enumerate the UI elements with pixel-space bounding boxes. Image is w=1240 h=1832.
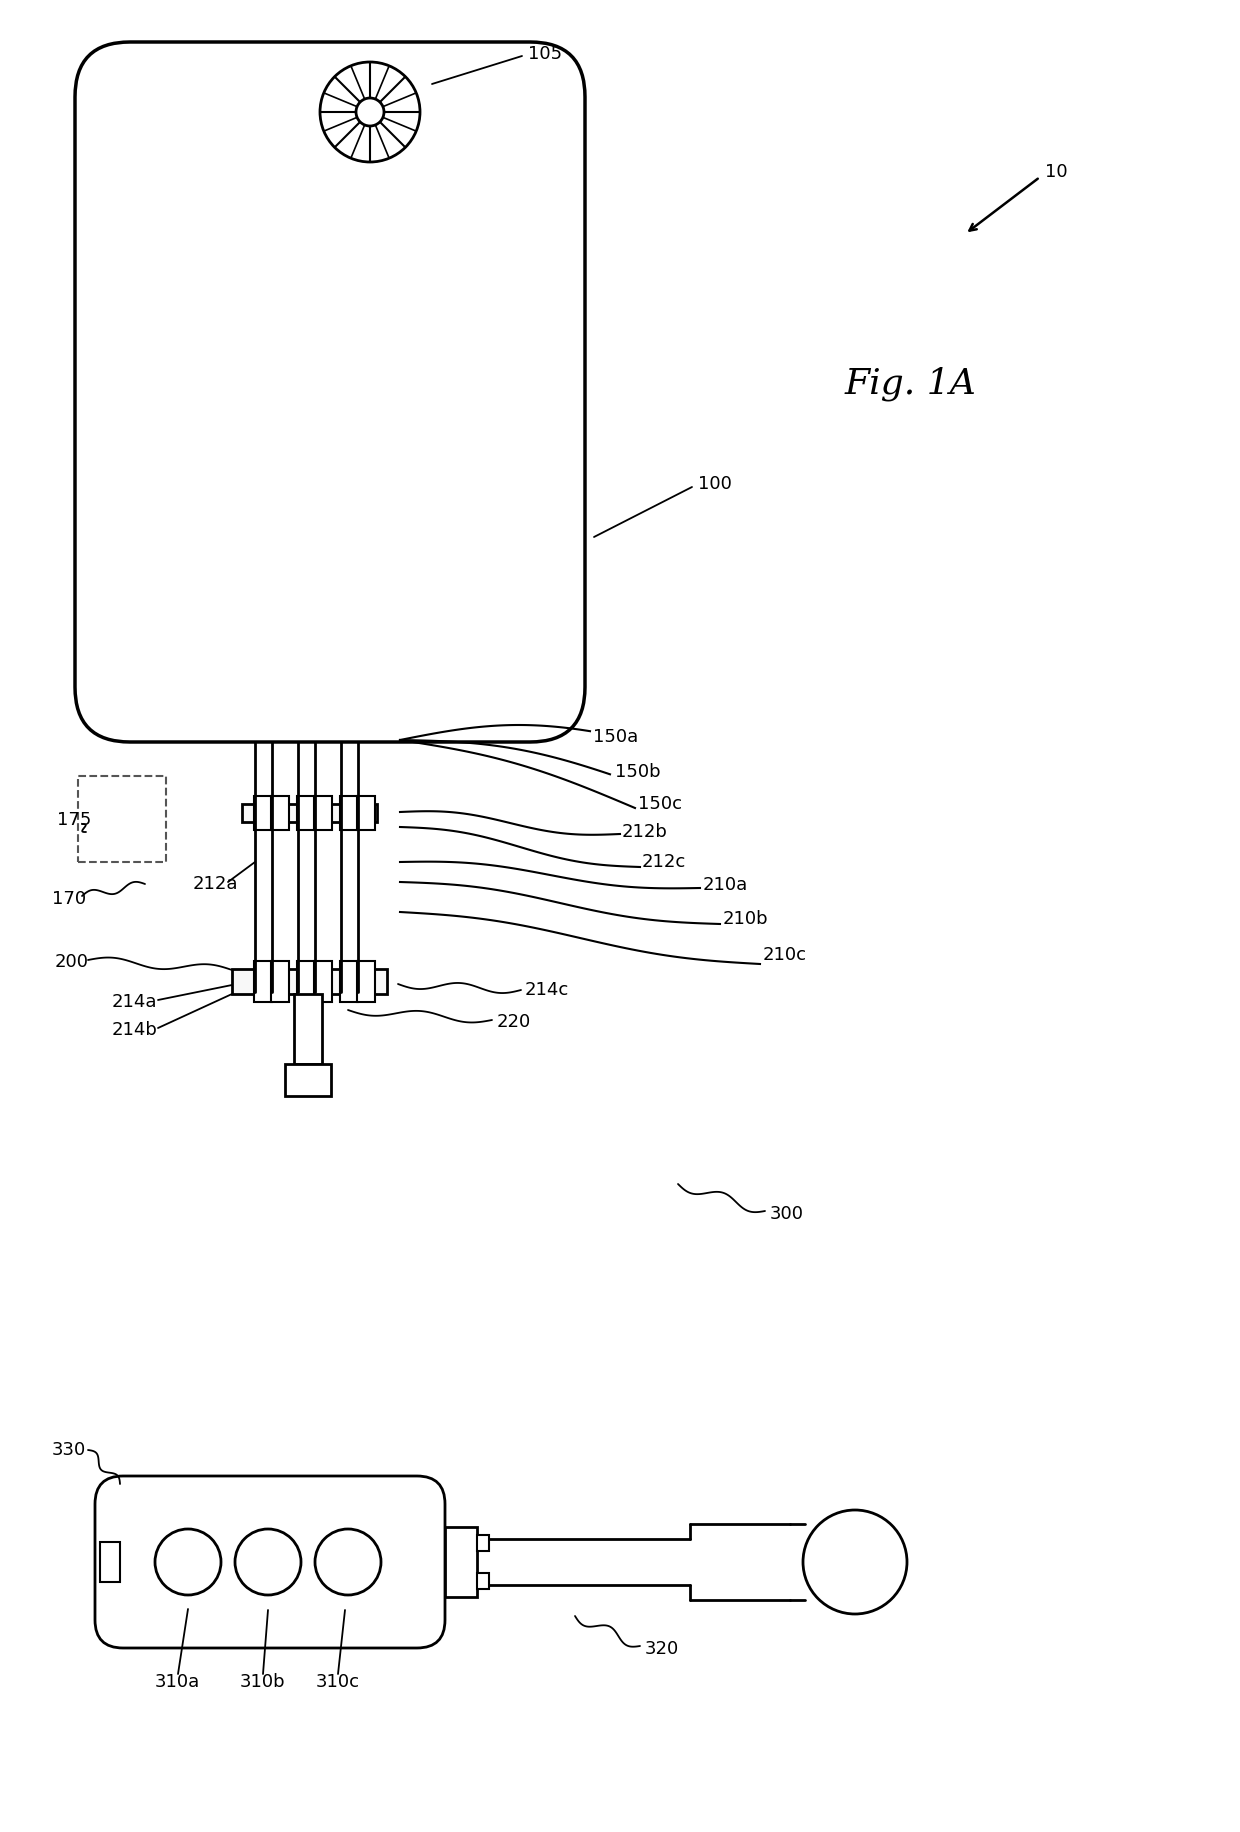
- Text: 170: 170: [52, 890, 86, 909]
- Text: 210b: 210b: [723, 911, 769, 929]
- Text: 200: 200: [55, 953, 89, 971]
- Text: 214a: 214a: [112, 993, 157, 1011]
- Bar: [272, 795, 289, 830]
- Text: 175: 175: [57, 812, 92, 830]
- Bar: [314, 962, 332, 1002]
- Bar: [232, 969, 387, 995]
- Bar: [357, 962, 374, 1002]
- Bar: [477, 1535, 489, 1552]
- Text: 105: 105: [528, 46, 562, 62]
- Text: 100: 100: [698, 474, 732, 493]
- Text: 214c: 214c: [525, 980, 569, 998]
- Text: 150a: 150a: [593, 727, 639, 746]
- Bar: [242, 804, 377, 823]
- Text: 212b: 212b: [622, 823, 668, 841]
- Text: 212a: 212a: [193, 876, 238, 892]
- Text: 214b: 214b: [112, 1020, 157, 1039]
- Bar: [78, 777, 166, 863]
- Bar: [298, 962, 315, 1002]
- Bar: [285, 1064, 331, 1096]
- FancyBboxPatch shape: [74, 42, 585, 742]
- Text: 210a: 210a: [703, 876, 748, 894]
- Bar: [340, 962, 358, 1002]
- Text: 210c: 210c: [763, 945, 807, 964]
- Text: 310c: 310c: [316, 1673, 360, 1691]
- Bar: [357, 795, 374, 830]
- Bar: [272, 962, 289, 1002]
- Text: 320: 320: [645, 1640, 680, 1658]
- Bar: [100, 1543, 120, 1583]
- Text: 310a: 310a: [155, 1673, 200, 1691]
- Text: 330: 330: [52, 1442, 87, 1458]
- Text: Fig. 1A: Fig. 1A: [844, 366, 977, 401]
- Text: 10: 10: [1045, 163, 1068, 181]
- Bar: [294, 995, 322, 1064]
- Text: 310b: 310b: [241, 1673, 285, 1691]
- Bar: [445, 1528, 477, 1598]
- Bar: [254, 962, 272, 1002]
- Bar: [254, 795, 272, 830]
- Bar: [340, 795, 358, 830]
- Text: 212c: 212c: [642, 854, 686, 870]
- Text: 150c: 150c: [639, 795, 682, 813]
- Bar: [314, 795, 332, 830]
- Text: 150b: 150b: [615, 762, 661, 780]
- Text: 220: 220: [497, 1013, 531, 1031]
- FancyBboxPatch shape: [95, 1477, 445, 1649]
- Bar: [477, 1574, 489, 1588]
- Bar: [298, 795, 315, 830]
- Text: 300: 300: [770, 1205, 804, 1224]
